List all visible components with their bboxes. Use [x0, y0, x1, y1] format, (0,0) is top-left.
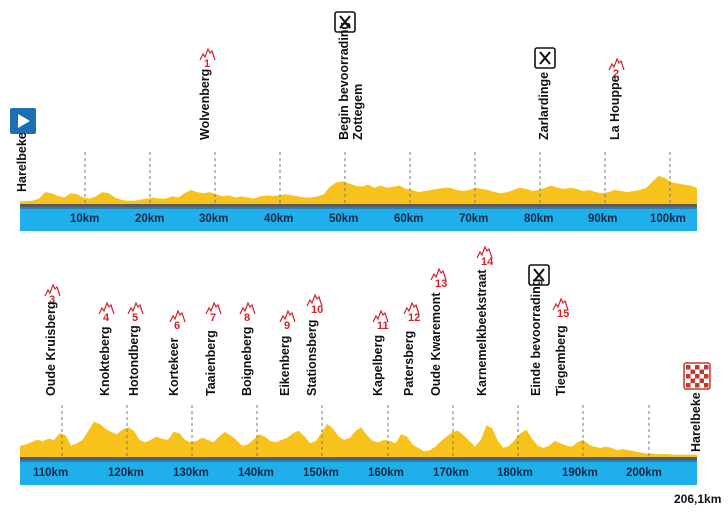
climb-icon: [199, 47, 216, 61]
climb-number: 9: [284, 320, 291, 332]
feed-label-begin-bevoorrading: Begin bevoorrading: [337, 21, 351, 140]
climb-icon: [476, 245, 493, 259]
feed-zone-icon: [528, 264, 550, 286]
climb-label: Oude Kwaremont: [429, 292, 443, 397]
km-label: 130km: [173, 467, 209, 479]
climb-number: 7: [210, 312, 217, 324]
climb-label: Kortekeer: [167, 337, 181, 396]
climb-label: Boigneberg: [240, 326, 254, 396]
km-label: 30km: [199, 213, 229, 225]
place-label-zarlardinge: Zarlardinge: [537, 71, 551, 140]
km-label: 10km: [70, 213, 100, 225]
climb-label-wolvenberg: Wolvenberg: [198, 68, 212, 140]
climb-number: 13: [435, 278, 448, 290]
elevation-profile-row2: [20, 421, 697, 457]
km-label: 90km: [588, 213, 618, 225]
climb-number: 1: [204, 58, 211, 70]
distance-band-row2-road: [20, 457, 697, 460]
km-label: 120km: [108, 467, 144, 479]
km-label: 200km: [626, 467, 662, 479]
climb-label: Knokteberg: [98, 326, 112, 396]
climb-label: Kapelberg: [371, 334, 385, 396]
climb-number: 2: [613, 68, 620, 80]
climb-label: Hotondberg: [127, 325, 141, 396]
climb-number: 11: [377, 320, 389, 332]
place-label-harelbeke-finish: Harelbeke: [689, 392, 703, 452]
km-label: 110km: [33, 467, 69, 479]
km-label: 150km: [303, 467, 339, 479]
feed-label-einde-bevoorrading: Einde bevoorrading: [529, 278, 543, 396]
climb-number: 6: [174, 320, 181, 332]
climb-number: 14: [481, 256, 494, 268]
climb-label: Patersberg: [402, 330, 416, 396]
km-label: 100km: [650, 213, 686, 225]
distance-band-row1-road: [20, 204, 697, 207]
climb-icon: [372, 309, 389, 323]
finish-flag-icon: [683, 362, 711, 390]
climb-number: 10: [311, 304, 324, 316]
distance-band-row1-edge: [20, 207, 697, 209]
climb-icon: [239, 301, 256, 315]
climb-icon: [306, 293, 323, 307]
km-label: 190km: [562, 467, 598, 479]
km-label: 20km: [135, 213, 165, 225]
climb-icon: [98, 301, 115, 315]
climb-icon: [44, 283, 61, 297]
km-label: 50km: [329, 213, 359, 225]
distance-band-row2: [20, 460, 697, 485]
climb-label: Eikenberg: [278, 335, 292, 396]
km-label: 160km: [368, 467, 404, 479]
elevation-profile-row1: [20, 175, 697, 204]
climb-icon: [127, 301, 144, 315]
climb-number: 15: [557, 308, 570, 320]
climb-icon: [169, 309, 186, 323]
climb-label-la-houppe: La Houppe: [608, 75, 622, 140]
climb-number: 5: [132, 312, 139, 324]
climb-label: Taaienberg: [204, 330, 218, 396]
climb-label: Stationsberg: [305, 319, 319, 396]
km-label: 170km: [433, 467, 469, 479]
climb-icon: [403, 301, 420, 315]
climb-number: 12: [408, 312, 421, 324]
feed-zone-icon: [534, 47, 556, 69]
km-label: 70km: [459, 213, 489, 225]
km-label: 40km: [264, 213, 294, 225]
place-label-harelbeke-start: Harelbeke: [15, 132, 29, 192]
km-label: 60km: [394, 213, 424, 225]
km-label: 180km: [497, 467, 533, 479]
climb-label: Oude Kruisberg: [44, 301, 58, 396]
place-label-zottegem: Zottegem: [351, 83, 365, 140]
climb-icon: [279, 309, 296, 323]
distance-band-row1: [20, 207, 697, 231]
total-distance-label: 206,1km: [674, 492, 722, 506]
climb-icon: [430, 267, 447, 281]
climb-label: Karnemelkbeekstraat: [475, 269, 489, 396]
climb-number: 4: [103, 312, 110, 324]
start-flag-icon: [10, 108, 36, 134]
climb-icon: [205, 301, 222, 315]
km-label: 80km: [524, 213, 554, 225]
km-label: 140km: [238, 467, 274, 479]
feed-zone-icon: [334, 11, 356, 33]
climb-icon: [608, 57, 625, 71]
climb-icon: [552, 297, 569, 311]
climb-number: 8: [244, 312, 251, 324]
climb-label: Tiegemberg: [554, 325, 568, 396]
climb-number: 3: [49, 294, 56, 306]
distance-band-row2-edge: [20, 460, 697, 462]
